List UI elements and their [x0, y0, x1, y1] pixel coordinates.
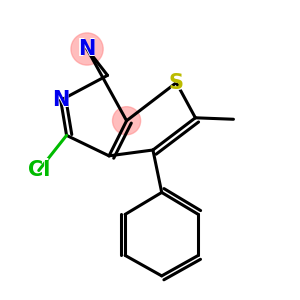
Circle shape: [71, 33, 103, 65]
Text: N: N: [52, 90, 69, 110]
Text: N: N: [78, 39, 96, 59]
Text: N: N: [51, 88, 70, 112]
Text: S: S: [169, 73, 184, 93]
Circle shape: [112, 107, 141, 135]
Text: Cl: Cl: [28, 160, 50, 181]
Text: Cl: Cl: [26, 158, 51, 182]
Text: N: N: [77, 37, 97, 61]
Text: S: S: [168, 71, 185, 95]
